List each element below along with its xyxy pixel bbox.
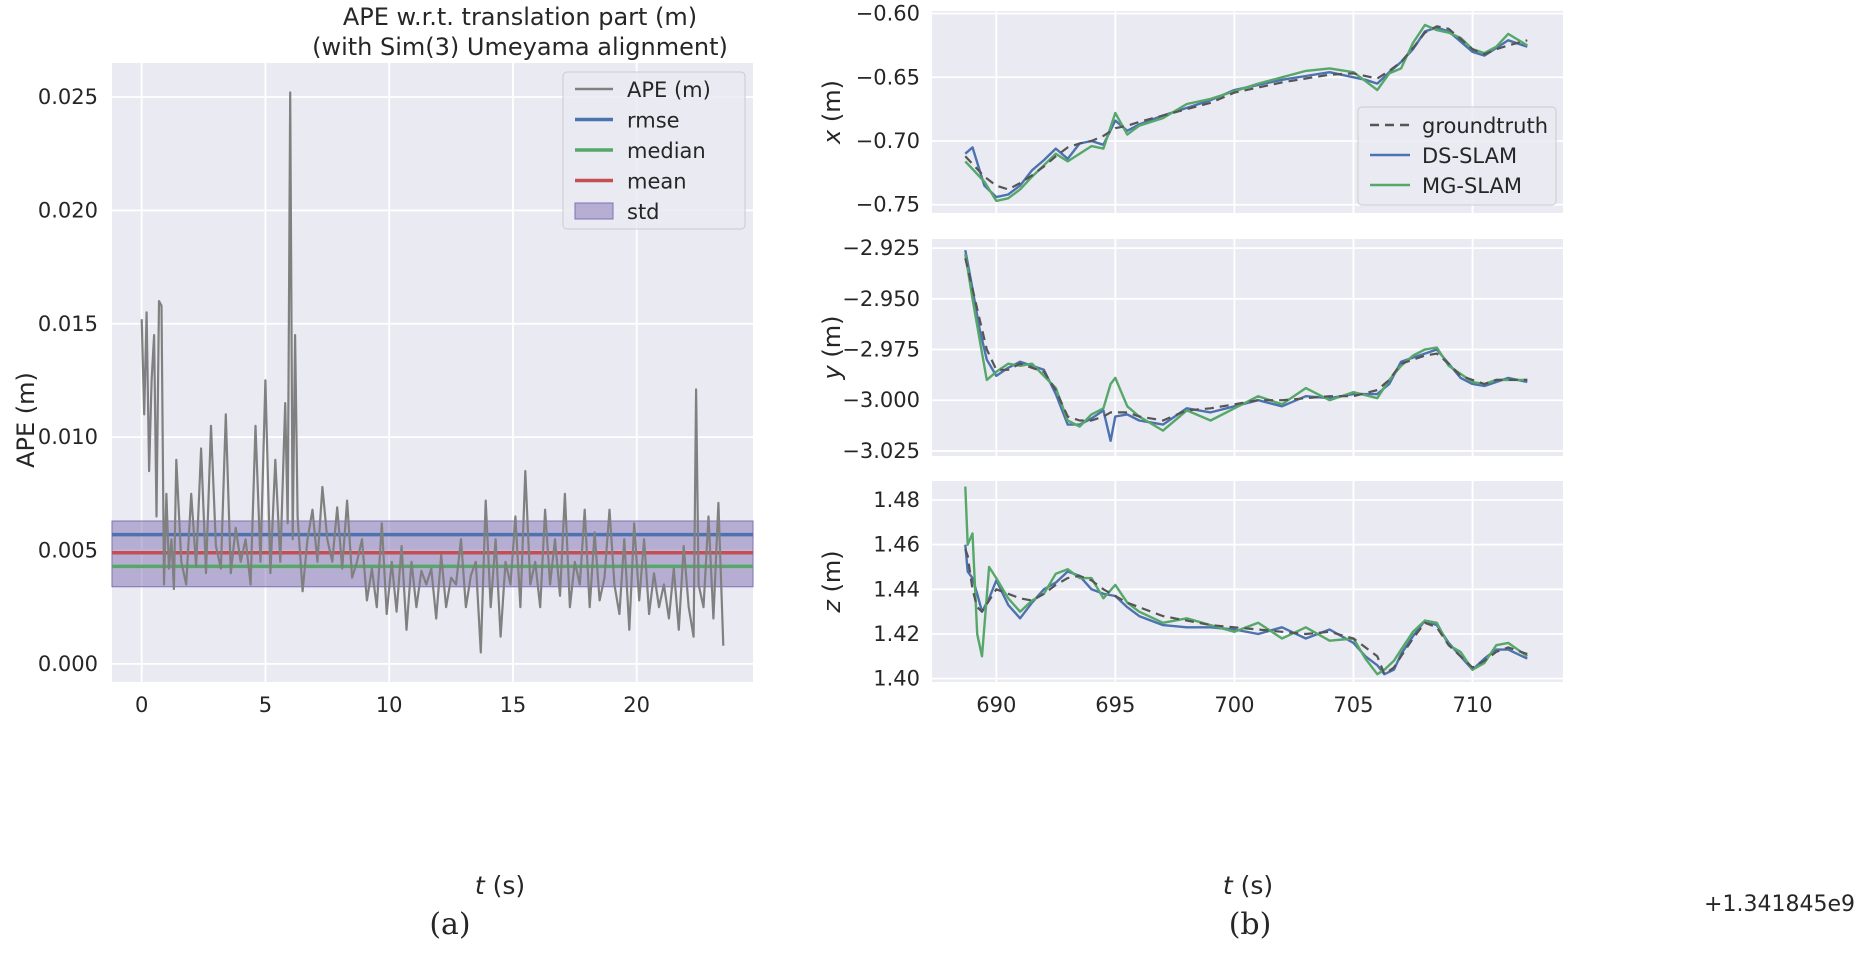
legend-box [562, 71, 746, 230]
legend-box [1357, 106, 1557, 206]
y-tick-label: 0.000 [38, 652, 98, 676]
legend-label: median [627, 139, 706, 163]
x-axis-label: t (s) [475, 871, 525, 900]
y-tick-label: 0.015 [38, 312, 98, 336]
x-tick-label: 705 [1333, 693, 1373, 717]
x-tick-label: 0 [135, 693, 148, 717]
mg-slam-line [964, 254, 1528, 432]
groundtruth-line [964, 258, 1528, 422]
tick-labels: 0 5 10 15 20 0.000 0.005 0.010 0.015 0.020 0.025 [38, 85, 650, 717]
legend-label: mean [627, 170, 687, 194]
y-tick-label: 1.48 [873, 488, 920, 512]
x-tick-label: 700 [1214, 693, 1254, 717]
x-tick-label: 20 [623, 693, 650, 717]
chart-title: APE w.r.t. translation part (m) [343, 3, 697, 31]
x-axis-label-unit: (s) [1233, 871, 1273, 900]
groundtruth-line [964, 25, 1528, 191]
mg-slam-line [964, 23, 1528, 203]
y-axis-label-var: x [818, 129, 846, 145]
ape-chart: APE w.r.t. translation part (m) (with Si… [12, 3, 754, 900]
legend-label: std [627, 200, 660, 224]
ape-series [140, 91, 725, 654]
y-tick-label: −0.75 [856, 193, 920, 217]
y-axis-label-unit: (m) [818, 80, 846, 130]
y-tick-label: −3.000 [842, 388, 920, 412]
y-tick-label: 1.44 [873, 577, 920, 601]
y-axis-label: APE (m) [12, 372, 40, 468]
x-tick-label: 5 [259, 693, 272, 717]
plot-area [932, 481, 1563, 682]
y-axis-label: y (m) [818, 316, 846, 381]
y-tick-label: 0.025 [38, 85, 98, 109]
y-tick-label: 0.010 [38, 425, 98, 449]
y-tick-label: −2.925 [842, 236, 920, 260]
x-tick-label: 10 [376, 693, 403, 717]
mg-slam-line [964, 486, 1528, 676]
x-tick-label: 15 [500, 693, 527, 717]
y-axis-label-var: z [818, 599, 846, 614]
legend-label: APE (m) [627, 78, 711, 102]
x-offset-label: +1.341845e9 [1704, 892, 1855, 917]
y-tick-label: 1.40 [873, 667, 920, 691]
legend-label: groundtruth [1422, 114, 1548, 138]
plot-area [932, 239, 1563, 456]
panel-a-label: (a) [429, 907, 470, 942]
y-axis-label: x (m) [818, 80, 846, 145]
legend: groundtruth DS-SLAM MG-SLAM [1357, 106, 1557, 206]
x-axis-label-unit: (s) [485, 871, 525, 900]
y-tick-label: −2.950 [842, 287, 920, 311]
x-axis-label: t (s) [1223, 871, 1273, 900]
y-axis-label-unit: (m) [818, 316, 846, 366]
panel-b-label: (b) [1229, 907, 1272, 942]
ds-slam-line [964, 26, 1528, 199]
groundtruth-line [964, 548, 1528, 676]
legend: APE (m) rmse median mean std [562, 71, 746, 230]
chart-subtitle: (with Sim(3) Umeyama alignment) [312, 33, 728, 61]
y-axis-label: z (m) [818, 550, 846, 613]
legend-label: rmse [627, 109, 680, 133]
x-tick-label: 710 [1452, 693, 1492, 717]
y-tick-label: −0.65 [856, 65, 920, 89]
x-axis-label-var: t [475, 871, 486, 900]
y-axis-label-unit: (m) [818, 550, 846, 600]
legend-label: MG-SLAM [1422, 174, 1522, 198]
y-tick-label: 0.020 [38, 198, 98, 222]
y-axis-label-var: y [818, 364, 846, 380]
y-tick-label: −0.60 [856, 2, 920, 26]
legend-swatch [574, 202, 614, 220]
y-tick-label: −2.975 [842, 338, 920, 362]
subplot-y: −3.025 −3.000 −2.975 −2.950 −2.925 y (m) [818, 236, 1563, 463]
x-axis-label-var: t [1223, 871, 1234, 900]
x-tick-label: 690 [976, 693, 1016, 717]
legend-label: DS-SLAM [1422, 144, 1517, 168]
subplot-z: 1.40 1.42 1.44 1.46 1.48 z (m) 690 695 700 705 710 [818, 481, 1563, 717]
trajectory-charts: −0.75 −0.70 −0.65 −0.60 x (m) −3.025 −3.000 −2.… [818, 2, 1855, 917]
y-tick-label: −3.025 [842, 439, 920, 463]
y-tick-label: −0.70 [856, 129, 920, 153]
y-tick-label: 0.005 [38, 538, 98, 562]
x-tick-label: 695 [1095, 693, 1135, 717]
subplots: −0.75 −0.70 −0.65 −0.60 x (m) −3.025 −3.000 −2.… [818, 2, 1563, 717]
ape-line [140, 91, 725, 654]
y-tick-label: 1.42 [873, 622, 920, 646]
y-tick-label: 1.46 [873, 533, 920, 557]
